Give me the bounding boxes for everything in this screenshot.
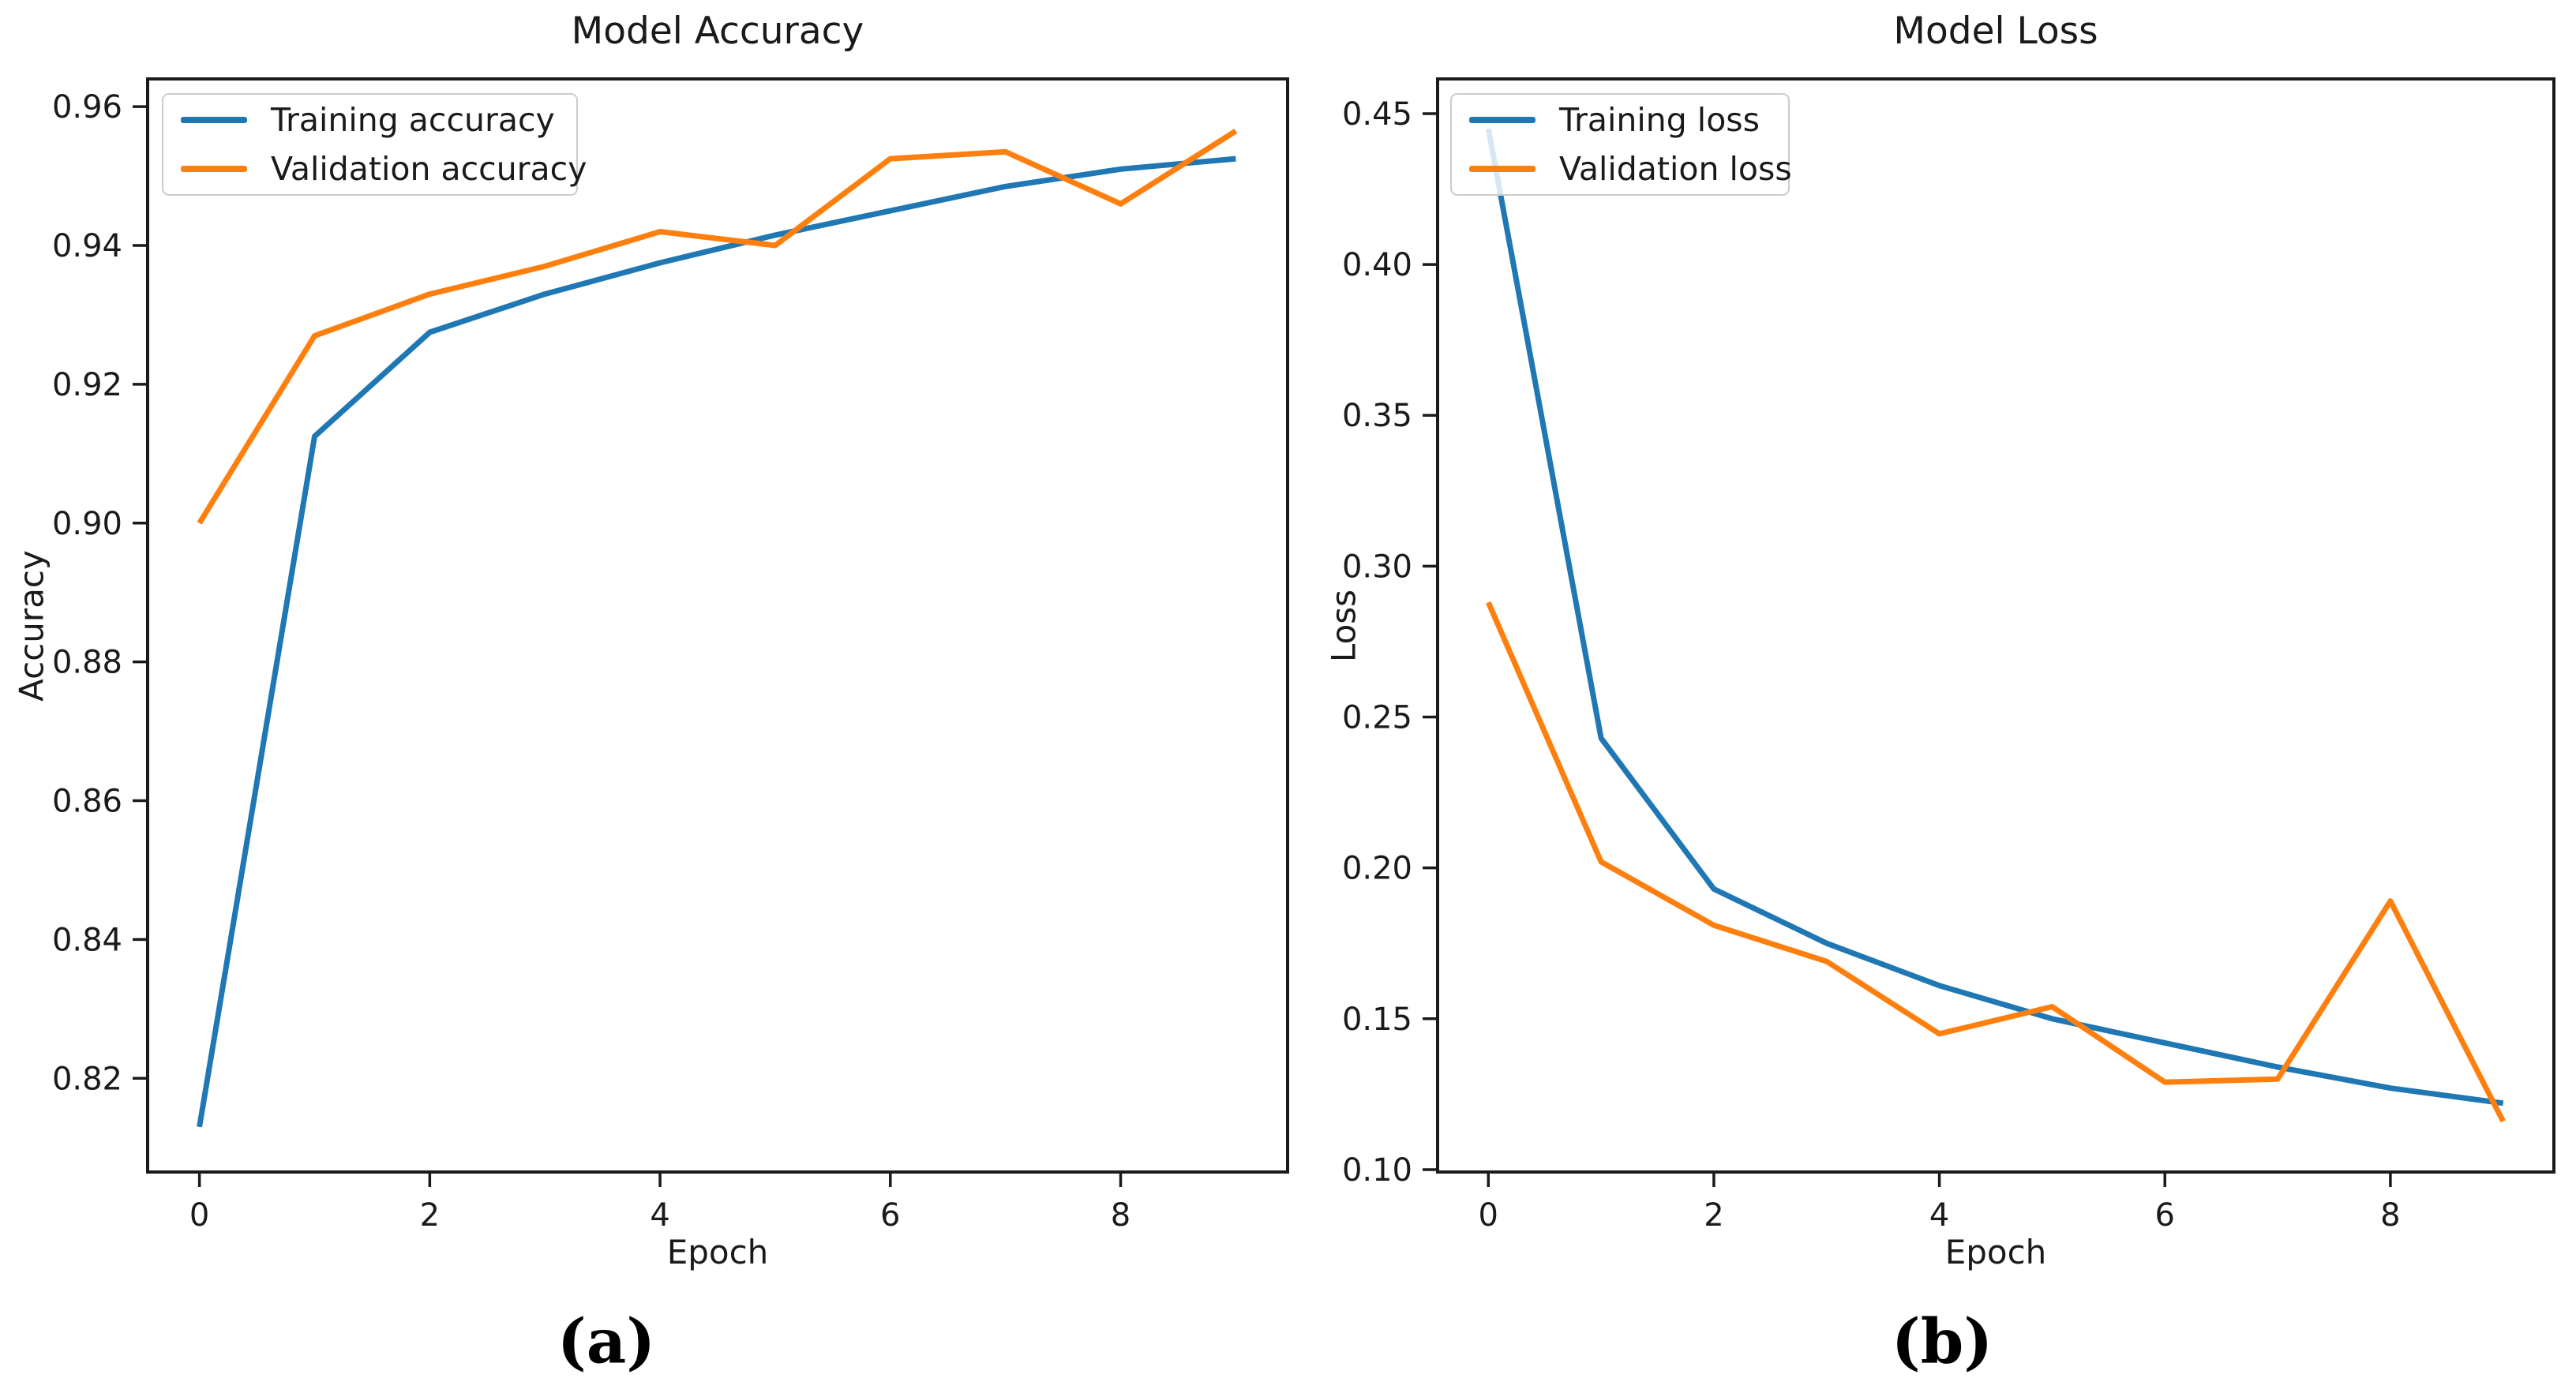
- y-tick-label: 0.45: [1342, 96, 1412, 133]
- x-tick-label: 4: [1929, 1197, 1949, 1234]
- series-line-validation-loss: [1486, 601, 2506, 1123]
- chart-title-loss: Model Loss: [1893, 9, 2098, 53]
- y-tick-label: 0.86: [52, 784, 122, 820]
- caption-a: (a): [557, 1305, 656, 1378]
- x-tick-label: 6: [880, 1197, 900, 1234]
- y-tick-label: 0.30: [1342, 549, 1412, 585]
- legend-loss: Training loss Validation loss: [1450, 93, 1792, 196]
- x-axis-label-epoch-left: Epoch: [666, 1233, 769, 1271]
- y-tick-label: 0.84: [52, 922, 122, 958]
- plot-border: [146, 77, 1289, 1174]
- y-tick-label: 0.25: [1342, 700, 1412, 736]
- series-line-training-accuracy: [197, 155, 1236, 1128]
- legend-label: Validation accuracy: [271, 150, 587, 188]
- y-tick-label: 0.15: [1342, 1002, 1412, 1038]
- y-tick-label: 0.82: [52, 1061, 122, 1097]
- legend-label: Training loss: [1559, 101, 1760, 139]
- plot-border: [1436, 77, 2555, 1174]
- y-tick-label: 0.88: [52, 645, 122, 681]
- y-tick-label: 0.20: [1342, 851, 1412, 887]
- x-tick-label: 0: [1479, 1197, 1498, 1234]
- legend-item: Training accuracy: [181, 101, 559, 139]
- legend-line-sample: [181, 117, 247, 123]
- x-tick-label: 4: [650, 1197, 669, 1234]
- x-tick-label: 8: [1111, 1197, 1131, 1234]
- legend-line-sample: [1469, 117, 1535, 123]
- legend-label: Training accuracy: [271, 101, 555, 139]
- x-tick-label: 2: [420, 1197, 440, 1234]
- series-line-validation-accuracy: [197, 129, 1238, 525]
- y-tick-label: 0.35: [1342, 398, 1412, 434]
- y-axis-label-accuracy: Accuracy: [12, 550, 51, 702]
- x-tick-label: 6: [2155, 1197, 2175, 1234]
- x-tick-label: 8: [2380, 1197, 2400, 1234]
- legend-item: Validation accuracy: [181, 150, 587, 188]
- legend-line-sample: [181, 166, 247, 172]
- y-axis-label-loss: Loss: [1324, 589, 1363, 663]
- y-tick-label: 0.90: [52, 506, 122, 542]
- x-axis-label-epoch-right: Epoch: [1944, 1233, 2047, 1271]
- legend-item: Training loss: [1469, 101, 1771, 139]
- legend-line-sample: [1469, 166, 1535, 172]
- x-tick-label: 2: [1704, 1197, 1723, 1234]
- chart-title-accuracy: Model Accuracy: [571, 9, 864, 53]
- y-tick-label: 0.40: [1342, 247, 1412, 283]
- legend-item: Validation loss: [1469, 150, 1792, 188]
- y-tick-label: 0.10: [1342, 1152, 1412, 1189]
- caption-b: (b): [1891, 1305, 1993, 1378]
- y-tick-label: 0.94: [52, 228, 122, 264]
- x-tick-label: 0: [189, 1197, 209, 1234]
- y-tick-label: 0.96: [52, 89, 122, 125]
- legend-label: Validation loss: [1559, 150, 1792, 188]
- legend-accuracy: Training accuracy Validation accuracy: [162, 93, 587, 196]
- series-line-training-loss: [1485, 128, 2504, 1107]
- y-tick-label: 0.92: [52, 367, 122, 403]
